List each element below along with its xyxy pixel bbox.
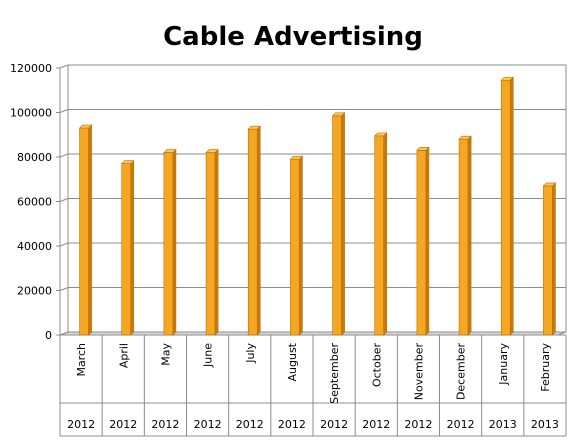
bar	[205, 152, 216, 336]
bar	[543, 185, 553, 336]
bar-side	[509, 76, 514, 336]
x-tick-label: August	[286, 342, 299, 381]
y-tick-label: 0	[45, 329, 52, 342]
bar-top	[331, 112, 346, 117]
chart-title: Cable Advertising	[163, 22, 423, 52]
y-tick-label: 60000	[17, 196, 52, 209]
year-label: 2012	[151, 418, 179, 431]
bar-top	[500, 76, 514, 81]
bar	[290, 158, 300, 336]
bar	[247, 128, 258, 336]
bar	[163, 152, 174, 336]
year-label: 2012	[320, 418, 348, 431]
bar-top	[205, 149, 219, 153]
year-label: 2012	[447, 418, 475, 431]
y-tick-label: 80000	[17, 151, 52, 164]
bar-top	[163, 149, 177, 153]
y-tick-label: 40000	[17, 240, 52, 253]
x-tick-label: September	[328, 343, 341, 404]
bar	[121, 163, 132, 336]
bar-top	[458, 135, 472, 140]
x-tick-label: June	[202, 343, 215, 368]
gridline-diagonal	[59, 64, 69, 69]
bar-side	[130, 159, 135, 336]
x-tick-label: March	[75, 343, 88, 377]
gridline-diagonal	[59, 287, 69, 291]
x-tick-label: May	[159, 343, 172, 366]
gridline-diagonal	[59, 242, 69, 247]
bar-side	[256, 125, 261, 336]
bar-side	[172, 148, 177, 336]
bar-top	[121, 160, 135, 164]
x-tick-label: November	[412, 343, 425, 401]
bar	[79, 127, 89, 336]
bar-side	[425, 146, 430, 336]
bar-side	[467, 135, 472, 336]
bar-side	[341, 112, 345, 336]
y-tick-label: 100000	[10, 107, 52, 120]
bar-top	[416, 147, 430, 151]
x-tick-label: December	[455, 343, 468, 401]
bar	[458, 138, 469, 336]
x-tick-label: April	[117, 343, 130, 368]
bar-side	[88, 124, 92, 336]
bar-side	[383, 132, 388, 336]
bar-top	[289, 155, 304, 160]
bar	[500, 79, 511, 336]
gridline-diagonal	[59, 109, 69, 113]
y-tick-label: 20000	[17, 285, 52, 298]
year-label: 2013	[489, 418, 517, 431]
bar-side	[552, 182, 556, 336]
bar-side	[214, 148, 219, 336]
bar	[332, 115, 342, 336]
bar-top	[374, 132, 388, 137]
x-tick-label: July	[244, 343, 257, 364]
x-tick-label: October	[370, 343, 383, 387]
y-tick-label: 120000	[10, 62, 52, 75]
year-label: 2012	[194, 418, 222, 431]
bar-top	[78, 124, 93, 129]
x-tick-label: January	[497, 343, 510, 386]
bar	[374, 135, 385, 336]
year-label: 2012	[236, 418, 264, 431]
bar-side	[299, 155, 303, 336]
year-label: 2013	[531, 418, 559, 431]
bar-top	[542, 182, 557, 187]
x-tick-label: February	[539, 343, 552, 392]
year-label: 2012	[67, 418, 95, 431]
year-label: 2012	[278, 418, 306, 431]
year-label: 2012	[109, 418, 137, 431]
bar-top	[247, 125, 261, 130]
gridline-diagonal	[59, 153, 69, 158]
bar	[416, 150, 427, 336]
year-label: 2012	[404, 418, 432, 431]
gridline-diagonal	[59, 198, 69, 202]
year-label: 2012	[362, 418, 390, 431]
